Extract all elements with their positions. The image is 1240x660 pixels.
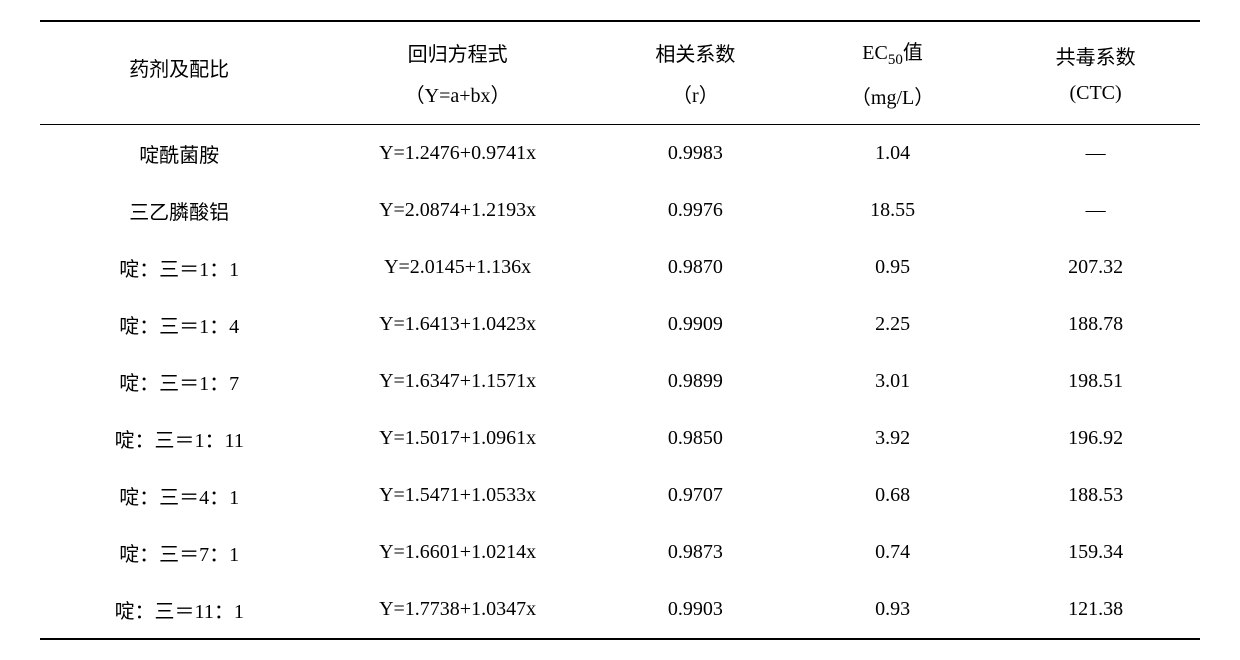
header-sub: （r） [601,79,790,108]
cell-ctc: 196.92 [991,410,1200,467]
table-row: 啶酰菌胺 Y=1.2476+0.9741x 0.9983 1.04 — [40,125,1200,183]
header-main: 相关系数 [601,38,790,67]
table-row: 三乙膦酸铝 Y=2.0874+1.2193x 0.9976 18.55 — [40,182,1200,239]
cell-ec50: 2.25 [794,296,991,353]
cell-agent: 啶：三＝1：7 [40,353,318,410]
cell-ctc: 198.51 [991,353,1200,410]
cell-regression: Y=1.6413+1.0423x [318,296,596,353]
header-main: EC50值 [798,36,987,69]
cell-correlation: 0.9899 [597,353,794,410]
cell-ec50: 3.92 [794,410,991,467]
cell-ec50: 0.95 [794,239,991,296]
data-table: 药剂及配比 回归方程式 （Y=a+bx） 相关系数 （r） EC50值 （mg/… [40,20,1200,640]
cell-correlation: 0.9873 [597,524,794,581]
cell-ec50: 0.68 [794,467,991,524]
cell-agent: 啶：三＝1：4 [40,296,318,353]
table-header-row: 药剂及配比 回归方程式 （Y=a+bx） 相关系数 （r） EC50值 （mg/… [40,21,1200,125]
cell-ctc: 188.53 [991,467,1200,524]
header-main: 共毒系数 [995,41,1196,70]
cell-regression: Y=2.0145+1.136x [318,239,596,296]
cell-agent: 啶：三＝4：1 [40,467,318,524]
col-header-agent-ratio: 药剂及配比 [40,21,318,125]
table-row: 啶：三＝1：4 Y=1.6413+1.0423x 0.9909 2.25 188… [40,296,1200,353]
cell-ctc: 207.32 [991,239,1200,296]
cell-ctc: — [991,182,1200,239]
cell-correlation: 0.9976 [597,182,794,239]
cell-regression: Y=1.6347+1.1571x [318,353,596,410]
cell-regression: Y=1.6601+1.0214x [318,524,596,581]
col-header-ec50: EC50值 （mg/L） [794,21,991,125]
cell-regression: Y=1.2476+0.9741x [318,125,596,183]
table-row: 啶：三＝1：7 Y=1.6347+1.1571x 0.9899 3.01 198… [40,353,1200,410]
cell-ec50: 0.74 [794,524,991,581]
cell-correlation: 0.9850 [597,410,794,467]
cell-agent: 三乙膦酸铝 [40,182,318,239]
cell-ctc: 121.38 [991,581,1200,639]
cell-ec50: 18.55 [794,182,991,239]
cell-ctc: 188.78 [991,296,1200,353]
cell-agent: 啶酰菌胺 [40,125,318,183]
header-sub: （Y=a+bx） [322,79,592,108]
cell-ec50: 0.93 [794,581,991,639]
cell-correlation: 0.9870 [597,239,794,296]
col-header-regression: 回归方程式 （Y=a+bx） [318,21,596,125]
cell-correlation: 0.9909 [597,296,794,353]
cell-agent: 啶：三＝1：11 [40,410,318,467]
cell-correlation: 0.9983 [597,125,794,183]
table-row: 啶：三＝7：1 Y=1.6601+1.0214x 0.9873 0.74 159… [40,524,1200,581]
table-row: 啶：三＝1：1 Y=2.0145+1.136x 0.9870 0.95 207.… [40,239,1200,296]
cell-regression: Y=1.5017+1.0961x [318,410,596,467]
cell-ec50: 1.04 [794,125,991,183]
table-row: 啶：三＝1：11 Y=1.5017+1.0961x 0.9850 3.92 19… [40,410,1200,467]
cell-agent: 啶：三＝1：1 [40,239,318,296]
header-main: 药剂及配比 [44,53,314,82]
cell-correlation: 0.9903 [597,581,794,639]
col-header-correlation: 相关系数 （r） [597,21,794,125]
header-sub: （mg/L） [798,81,987,110]
cell-agent: 啶：三＝7：1 [40,524,318,581]
col-header-ctc: 共毒系数 (CTC) [991,21,1200,125]
table-row: 啶：三＝11：1 Y=1.7738+1.0347x 0.9903 0.93 12… [40,581,1200,639]
header-sub: (CTC) [995,82,1196,105]
cell-agent: 啶：三＝11：1 [40,581,318,639]
cell-regression: Y=1.5471+1.0533x [318,467,596,524]
cell-ctc: 159.34 [991,524,1200,581]
cell-regression: Y=2.0874+1.2193x [318,182,596,239]
header-main: 回归方程式 [322,38,592,67]
cell-ctc: — [991,125,1200,183]
cell-regression: Y=1.7738+1.0347x [318,581,596,639]
cell-ec50: 3.01 [794,353,991,410]
table-row: 啶：三＝4：1 Y=1.5471+1.0533x 0.9707 0.68 188… [40,467,1200,524]
table-body: 啶酰菌胺 Y=1.2476+0.9741x 0.9983 1.04 — 三乙膦酸… [40,125,1200,640]
cell-correlation: 0.9707 [597,467,794,524]
